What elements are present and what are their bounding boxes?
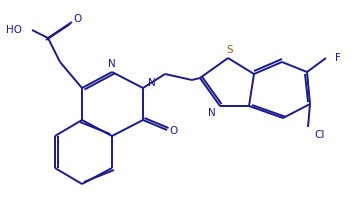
Text: F: F [335,53,341,63]
Text: O: O [169,126,177,136]
Text: N: N [208,108,216,118]
Text: HO: HO [6,25,22,35]
Text: N: N [108,59,116,69]
Text: Cl: Cl [315,130,325,140]
Text: N: N [148,78,156,88]
Text: S: S [227,45,233,55]
Text: O: O [73,14,81,24]
